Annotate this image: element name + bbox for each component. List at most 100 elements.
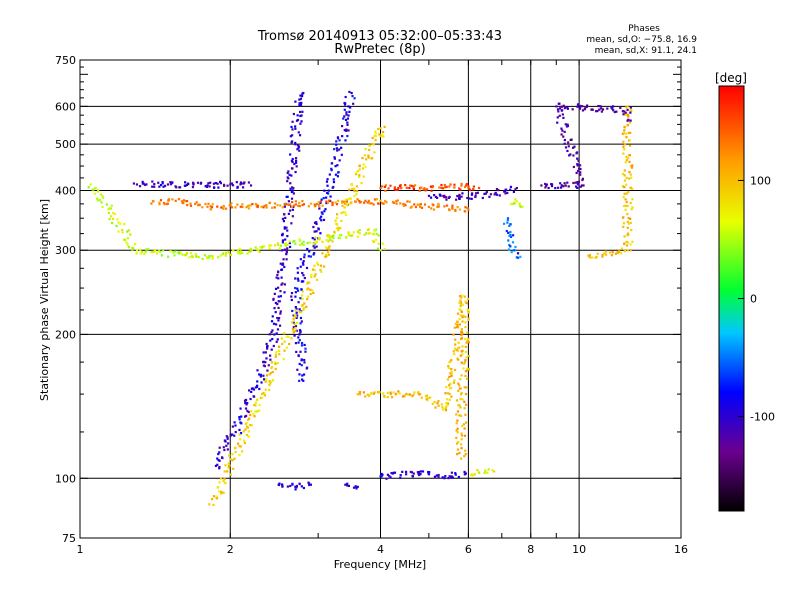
echo-point — [406, 200, 409, 203]
echo-point — [364, 165, 367, 169]
echo-point — [332, 234, 335, 237]
echo-point — [495, 193, 499, 196]
echo-point — [601, 255, 604, 258]
echo-point — [208, 503, 211, 506]
echo-point — [623, 129, 626, 132]
echo-point — [625, 159, 628, 162]
echo-point — [262, 206, 265, 209]
echo-point — [283, 265, 286, 269]
echo-point — [224, 464, 227, 467]
echo-point — [389, 391, 392, 394]
echo-point — [320, 215, 323, 218]
echo-point — [337, 226, 340, 229]
echo-point — [347, 197, 351, 200]
echo-point — [446, 398, 449, 401]
echo-point — [208, 255, 211, 258]
echo-point — [244, 401, 247, 405]
echo-point — [293, 239, 296, 243]
echo-point — [398, 392, 401, 395]
echo-point — [383, 185, 387, 189]
echo-point — [483, 192, 486, 196]
echo-point — [628, 177, 631, 180]
echo-point — [236, 203, 239, 206]
echo-point — [516, 252, 520, 255]
echo-point — [413, 203, 416, 206]
echo-point — [161, 181, 164, 184]
echo-point — [233, 457, 236, 460]
echo-point — [456, 448, 460, 451]
echo-point — [586, 104, 589, 107]
echo-point — [302, 379, 305, 382]
echo-point — [143, 183, 147, 187]
echo-point — [222, 252, 225, 255]
echo-point — [281, 282, 284, 285]
echo-point — [228, 454, 231, 457]
echo-point — [466, 308, 469, 311]
echo-point — [347, 114, 350, 117]
echo-point — [463, 386, 466, 389]
echo-point — [510, 251, 513, 254]
echo-point — [515, 256, 518, 259]
echo-point — [427, 194, 431, 197]
echo-point — [241, 450, 244, 453]
echo-point — [290, 291, 294, 295]
grid-lines — [80, 60, 681, 538]
echo-point — [296, 271, 299, 274]
echo-point — [281, 232, 284, 235]
echo-point — [258, 250, 261, 254]
echo-point — [457, 475, 460, 479]
echo-point — [626, 204, 629, 208]
echo-point — [290, 205, 294, 208]
echo-point — [270, 331, 273, 334]
echo-point — [89, 183, 92, 186]
echo-point — [310, 273, 313, 276]
echo-point — [347, 129, 350, 132]
echo-point — [323, 210, 326, 213]
echo-point — [284, 203, 287, 206]
echo-point — [424, 189, 427, 192]
echo-point — [419, 205, 422, 208]
echo-point — [377, 242, 380, 245]
echo-point — [265, 374, 269, 377]
echo-point — [625, 192, 628, 195]
echo-point — [121, 231, 124, 234]
echo-point — [340, 200, 344, 203]
echo-point — [629, 201, 632, 205]
echo-point — [449, 386, 453, 390]
echo-point — [340, 219, 343, 222]
echo-point — [463, 185, 467, 189]
echo-point — [355, 193, 358, 196]
y-tick-label: 600 — [55, 100, 76, 113]
echo-point — [355, 173, 358, 176]
echo-point — [295, 311, 298, 314]
echo-point — [569, 138, 572, 142]
echo-point — [113, 212, 116, 216]
echo-point — [458, 323, 462, 326]
echo-point — [456, 312, 460, 315]
echo-point — [382, 202, 385, 205]
echo-point — [571, 108, 574, 111]
echo-point — [456, 206, 459, 209]
echo-point — [417, 203, 421, 206]
echo-point — [291, 483, 294, 486]
echo-point — [334, 173, 338, 176]
echo-point — [231, 459, 234, 462]
echo-point — [626, 123, 630, 127]
echo-point — [249, 397, 252, 401]
echo-point — [296, 287, 299, 290]
echo-point — [576, 163, 579, 166]
echo-point — [326, 184, 329, 187]
echo-point — [119, 222, 122, 225]
echo-point — [217, 256, 220, 259]
echo-point — [381, 131, 385, 134]
echo-point — [211, 497, 214, 501]
echo-point — [374, 138, 377, 142]
echo-point — [448, 384, 451, 387]
echo-point — [327, 253, 330, 256]
echo-point — [621, 110, 625, 113]
echo-point — [509, 235, 513, 239]
echo-point — [378, 391, 381, 394]
echo-point — [372, 392, 375, 395]
echo-point — [556, 108, 560, 111]
echo-point — [577, 159, 580, 162]
